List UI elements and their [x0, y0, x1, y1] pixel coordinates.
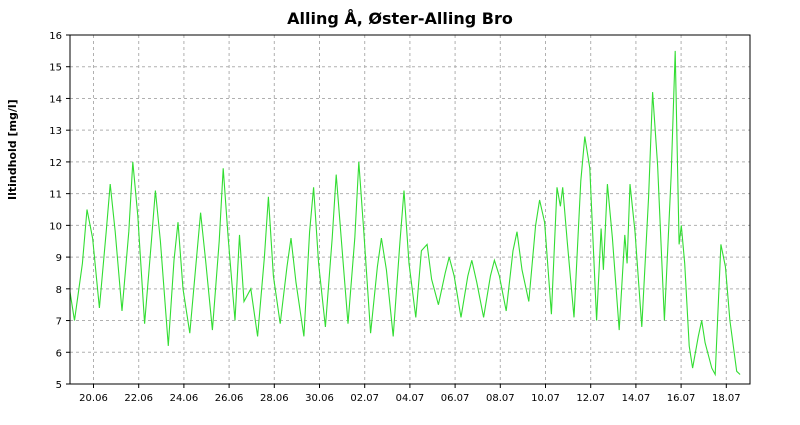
y-tick-label: 5 [56, 380, 62, 391]
x-tick-label: 20.06 [79, 393, 108, 404]
y-tick-label: 7 [56, 317, 62, 328]
y-tick-label: 10 [49, 221, 62, 232]
y-tick-label: 6 [56, 348, 62, 359]
y-tick-label: 9 [56, 253, 62, 264]
y-tick-label: 12 [49, 158, 62, 169]
x-tick-label: 14.07 [622, 393, 651, 404]
y-tick-label: 14 [49, 94, 62, 105]
x-tick-label: 04.07 [396, 393, 425, 404]
plot-border [69, 34, 751, 385]
x-tick-label: 08.07 [486, 393, 515, 404]
x-tick-label: 02.07 [350, 393, 379, 404]
x-tick-label: 12.07 [576, 393, 605, 404]
y-tick-label: 15 [49, 63, 62, 74]
x-axis-ticks: 20.06 22.06 24.06 26.06 28.06 30.06 02.07 04.07… [79, 384, 741, 404]
x-tick-label: 28.06 [260, 393, 289, 404]
y-tick-label: 11 [49, 190, 62, 201]
y-tick-label: 8 [56, 285, 62, 296]
y-tick-label: 16 [49, 31, 62, 42]
x-tick-label: 24.06 [170, 393, 199, 404]
oxygen-series-line [69, 50, 741, 377]
x-tick-label: 06.07 [441, 393, 470, 404]
grid-lines [70, 35, 750, 384]
x-tick-label: 18.07 [712, 393, 741, 404]
chart-title: Alling Å, Øster-Alling Bro [287, 9, 513, 28]
y-tick-label: 13 [49, 126, 62, 137]
x-tick-label: 16.07 [667, 393, 696, 404]
x-tick-label: 26.06 [215, 393, 244, 404]
y-axis-ticks: 5 6 7 8 9 10 11 12 13 14 15 16 [49, 31, 70, 391]
x-tick-label: 22.06 [124, 393, 153, 404]
x-tick-label: 10.07 [531, 393, 560, 404]
x-tick-label: 30.06 [305, 393, 334, 404]
